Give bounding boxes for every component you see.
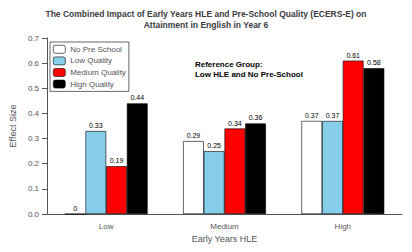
svg-text:0.3: 0.3 — [28, 134, 40, 143]
svg-text:The Combined Impact of Early Y: The Combined Impact of Early Years HLE a… — [45, 9, 366, 19]
svg-text:Early Years HLE: Early Years HLE — [192, 234, 258, 244]
svg-text:0.58: 0.58 — [367, 59, 381, 66]
svg-text:0.61: 0.61 — [346, 52, 360, 59]
svg-text:0.33: 0.33 — [89, 122, 103, 129]
svg-text:0.5: 0.5 — [28, 84, 40, 93]
svg-text:Low Quality: Low Quality — [70, 56, 112, 65]
svg-text:Medium: Medium — [210, 222, 239, 231]
svg-text:0.44: 0.44 — [130, 94, 144, 101]
svg-text:0.37: 0.37 — [305, 112, 319, 119]
svg-text:Effect Size: Effect Size — [8, 105, 18, 148]
svg-text:0: 0 — [73, 205, 77, 212]
svg-text:0.34: 0.34 — [228, 120, 242, 127]
svg-text:Low HLE and No Pre-School: Low HLE and No Pre-School — [195, 70, 303, 79]
svg-text:0.29: 0.29 — [187, 132, 201, 139]
svg-text:0.2: 0.2 — [28, 159, 40, 168]
svg-text:0.4: 0.4 — [28, 109, 40, 118]
svg-text:0.36: 0.36 — [249, 114, 263, 121]
svg-text:Reference Group:: Reference Group: — [195, 60, 263, 69]
svg-text:0.1: 0.1 — [28, 184, 40, 193]
svg-text:Low: Low — [99, 222, 114, 231]
svg-text:0.25: 0.25 — [207, 142, 221, 149]
svg-text:High Quality: High Quality — [70, 80, 114, 89]
svg-text:0.37: 0.37 — [326, 112, 340, 119]
svg-text:High: High — [335, 222, 351, 231]
svg-text:Attainment in English in Year: Attainment in English in Year 6 — [144, 20, 269, 30]
svg-text:0.0: 0.0 — [28, 210, 40, 219]
svg-text:0.6: 0.6 — [28, 59, 40, 68]
svg-text:Medium Quality: Medium Quality — [70, 68, 126, 77]
svg-text:0.7: 0.7 — [28, 34, 40, 43]
svg-text:0.19: 0.19 — [110, 157, 124, 164]
svg-text:No Pre School: No Pre School — [70, 45, 122, 54]
